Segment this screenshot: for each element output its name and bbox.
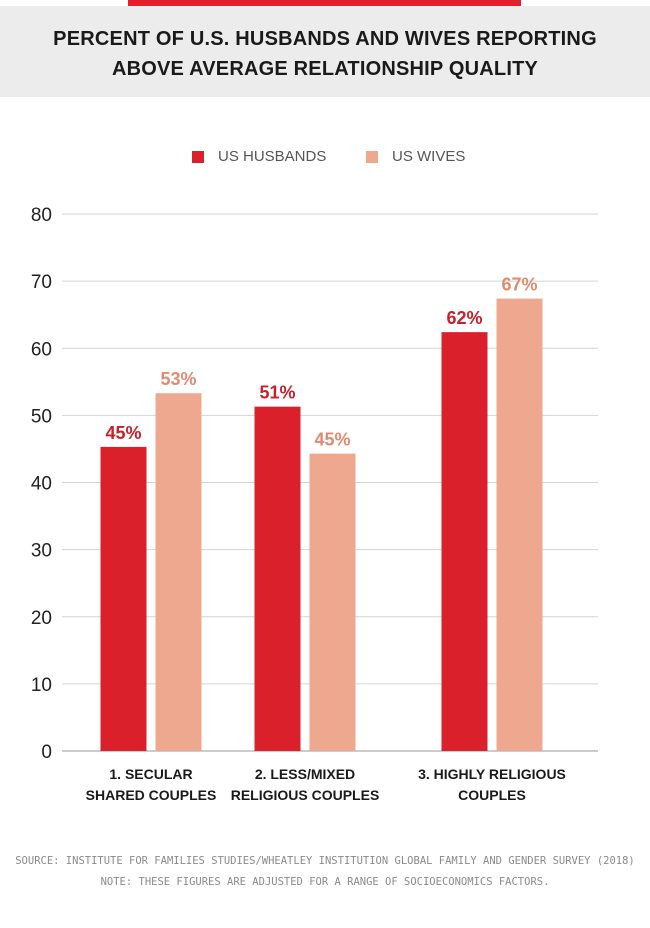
y-tick-label-30: 30 <box>31 541 52 562</box>
chart-title-line-2: ABOVE AVERAGE RELATIONSHIP QUALITY <box>111 58 539 80</box>
bar-wives-2 <box>309 453 356 751</box>
y-tick-label-70: 70 <box>31 272 52 293</box>
data-label-husbands-1: 45% <box>105 423 141 443</box>
data-label-husbands-3: 62% <box>446 308 482 328</box>
data-label-husbands-2: 51% <box>259 383 295 403</box>
chart-header: PERCENT OF U.S. HUSBANDS AND WIVES REPOR… <box>0 6 650 97</box>
source-note-line-1: SOURCE: INSTITUTE FOR FAMILIES STUDIES/W… <box>15 855 635 867</box>
x-category-label-1-line-1: 1. SECULAR <box>109 766 192 782</box>
bar-husbands-2 <box>254 406 301 751</box>
y-tick-label-80: 80 <box>31 205 52 226</box>
header-accent-bar <box>128 0 521 6</box>
legend-swatch-wives <box>366 151 378 163</box>
data-label-wives-3: 67% <box>501 275 537 295</box>
legend-label-wives: US WIVES <box>392 148 466 165</box>
x-category-label-1-line-2: SHARED COUPLES <box>86 787 217 803</box>
bar-husbands-3 <box>441 332 488 751</box>
chart-title-line-1: PERCENT OF U.S. HUSBANDS AND WIVES REPOR… <box>53 28 597 50</box>
data-label-wives-1: 53% <box>160 369 196 389</box>
source-note-line-2: NOTE: THESE FIGURES ARE ADJUSTED FOR A R… <box>100 876 550 888</box>
x-category-label-3-line-2: COUPLES <box>458 787 526 803</box>
bar-wives-1 <box>155 393 202 751</box>
y-tick-label-0: 0 <box>41 742 52 763</box>
x-category-label-3-line-1: 3. HIGHLY RELIGIOUS <box>418 766 566 782</box>
y-tick-label-40: 40 <box>31 474 52 495</box>
y-tick-label-20: 20 <box>31 608 52 629</box>
bar-wives-3 <box>496 298 543 751</box>
y-tick-label-60: 60 <box>31 339 52 360</box>
bar-husbands-1 <box>100 446 147 751</box>
data-label-wives-2: 45% <box>314 430 350 450</box>
x-category-label-2-line-2: RELIGIOUS COUPLES <box>231 787 380 803</box>
y-tick-label-10: 10 <box>31 675 52 696</box>
legend-swatch-husbands <box>192 151 204 163</box>
x-category-label-2-line-1: 2. LESS/MIXED <box>255 766 355 782</box>
chart-legend: US HUSBANDS US WIVES <box>0 146 650 168</box>
y-tick-label-50: 50 <box>31 406 52 427</box>
legend-label-husbands: US HUSBANDS <box>218 148 327 165</box>
